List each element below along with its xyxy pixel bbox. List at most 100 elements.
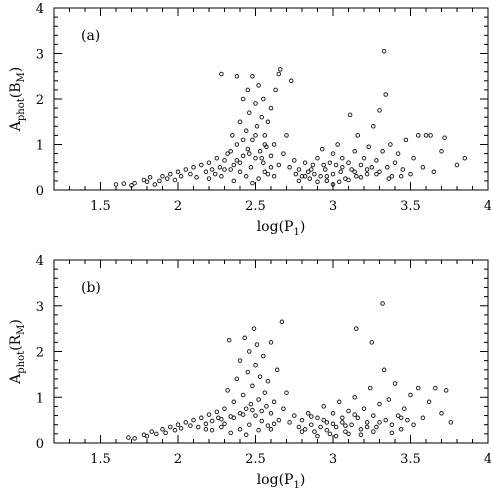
data-point: [212, 171, 218, 177]
data-point: [340, 165, 345, 170]
data-point: [237, 427, 243, 432]
data-point: [168, 171, 173, 177]
data-point: [340, 415, 345, 421]
data-point: [307, 176, 313, 181]
data-point: [248, 165, 254, 170]
data-point: [315, 179, 320, 185]
x-axis-label: log(P1): [257, 472, 306, 491]
data-point: [352, 395, 357, 400]
data-point: [219, 424, 224, 430]
data-point: [154, 431, 159, 437]
data-point: [343, 429, 348, 434]
data-point: [324, 178, 330, 184]
data-point: [172, 427, 178, 433]
data-point: [361, 406, 367, 411]
data-point: [132, 180, 137, 186]
y-tick-label: 4: [36, 254, 44, 269]
data-point: [237, 160, 243, 165]
data-point: [243, 432, 249, 438]
data-point: [299, 417, 305, 423]
data-point: [367, 385, 373, 391]
data-point: [245, 369, 251, 375]
x-tick-label: 2: [174, 452, 182, 467]
data-point: [305, 169, 311, 175]
data-point: [310, 162, 316, 168]
data-point: [256, 176, 261, 181]
data-point: [321, 404, 326, 409]
data-point: [262, 390, 268, 395]
data-point: [243, 128, 249, 134]
data-point: [411, 422, 416, 427]
data-point: [199, 162, 204, 168]
data-point: [276, 71, 282, 77]
data-point: [324, 427, 330, 433]
data-point: [338, 169, 344, 175]
data-point: [259, 408, 264, 414]
data-point: [250, 383, 255, 389]
data-point: [292, 158, 297, 163]
data-point: [369, 340, 375, 345]
data-point: [268, 427, 274, 432]
data-point: [279, 319, 285, 325]
data-point: [358, 432, 364, 438]
data-point: [296, 167, 302, 172]
data-point: [228, 430, 233, 436]
data-point: [247, 422, 252, 427]
data-point: [147, 175, 153, 180]
data-point: [462, 155, 468, 161]
data-point: [222, 158, 227, 163]
data-point: [121, 181, 127, 186]
data-point: [388, 142, 393, 147]
panel-label: (b): [81, 280, 101, 296]
data-point: [253, 155, 258, 161]
data-point: [228, 167, 233, 172]
data-point: [126, 435, 131, 440]
data-point: [217, 165, 223, 170]
data-point: [231, 178, 237, 184]
data-point: [257, 374, 263, 379]
data-point: [247, 110, 252, 115]
panel-a: 1.5 2 2.5 3 3.5 4 0 1 2 3 4 (a) log(P1) Aphot(BM): [8, 2, 491, 238]
data-point: [354, 326, 359, 331]
data-point: [256, 83, 261, 88]
data-point: [225, 151, 230, 156]
data-point: [281, 406, 286, 411]
data-point: [231, 162, 237, 168]
data-point: [183, 420, 189, 425]
x-tick-label: 3.5: [400, 452, 421, 467]
data-point: [164, 176, 170, 181]
data-point: [309, 422, 314, 427]
data-point: [392, 381, 398, 386]
data-point: [278, 67, 283, 72]
data-point: [352, 149, 357, 154]
plot-frame: [53, 259, 489, 444]
data-point: [439, 411, 444, 416]
data-point: [234, 74, 240, 79]
data-point: [309, 167, 314, 172]
data-point: [225, 388, 230, 393]
y-tick-label: 1: [36, 139, 44, 154]
data-point: [144, 433, 150, 439]
data-point: [222, 406, 227, 411]
data-point: [364, 171, 370, 177]
data-point: [231, 415, 237, 421]
data-point: [284, 133, 289, 138]
data-point: [381, 367, 387, 373]
data-point: [333, 424, 339, 430]
panel-label: (a): [81, 28, 100, 44]
x-tick-label: 3: [329, 199, 337, 214]
data-point: [352, 169, 357, 175]
data-point: [433, 385, 438, 391]
data-point: [257, 149, 263, 154]
data-point: [206, 412, 212, 417]
data-point: [448, 420, 454, 425]
data-point: [385, 165, 390, 170]
data-point: [374, 158, 379, 163]
data-point: [271, 142, 277, 147]
data-point: [268, 340, 274, 345]
data-point: [333, 162, 339, 168]
data-point: [175, 422, 181, 427]
data-point: [149, 429, 154, 434]
data-point: [243, 174, 249, 179]
data-point: [358, 162, 364, 168]
